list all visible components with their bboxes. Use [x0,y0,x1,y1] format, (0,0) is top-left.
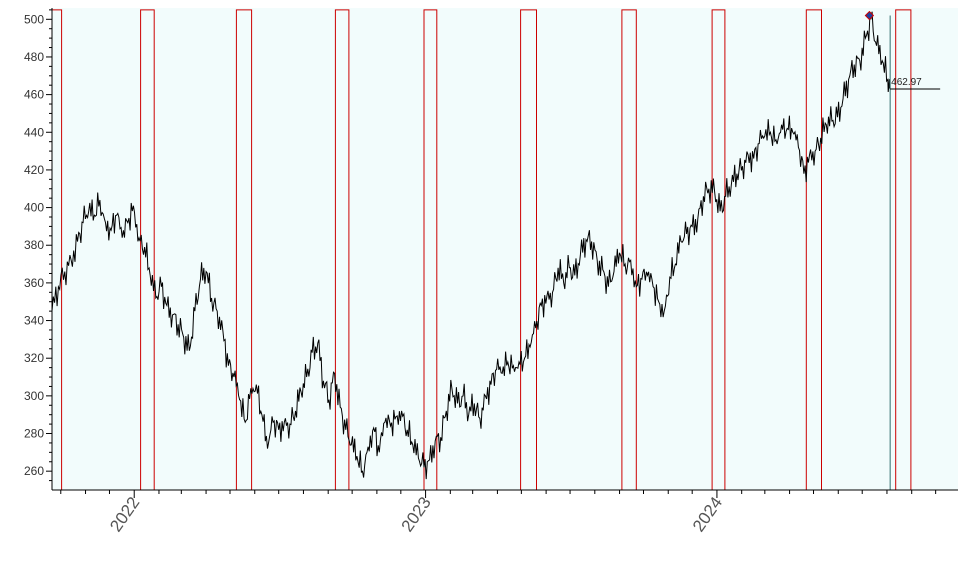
window-band [805,9,822,490]
plot-background [52,8,958,490]
window-band [423,9,438,490]
window-band [140,9,155,490]
y-tick-label: 340 [24,314,44,328]
price-series-line [51,11,891,480]
y-tick-label: 260 [24,464,44,478]
window-band [621,9,637,490]
y-tick-label: 420 [24,163,44,177]
window-band [711,9,726,490]
y-tick-label: 440 [24,125,44,139]
last-value-label: 462.97 [891,77,922,88]
y-tick-label: 480 [24,50,44,64]
y-tick-label: 400 [24,201,44,215]
y-tick-label: 280 [24,427,44,441]
y-tick-label: 320 [24,351,44,365]
x-tick-label: 2023 [398,493,435,535]
window-bands [51,9,912,490]
y-tick-label: 380 [24,238,44,252]
y-tick-label: 500 [24,12,44,26]
latest-marker [864,10,875,21]
y-tick-label: 300 [24,389,44,403]
x-tick-label: 2022 [106,493,143,535]
y-tick-label: 460 [24,88,44,102]
y-tick-label: 360 [24,276,44,290]
window-band [334,9,350,490]
x-tick-label: 2024 [689,493,726,535]
window-band [895,9,912,490]
window-band [520,9,537,490]
window-band [235,9,253,490]
